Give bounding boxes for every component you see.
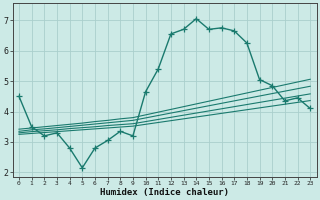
X-axis label: Humidex (Indice chaleur): Humidex (Indice chaleur) xyxy=(100,188,229,197)
